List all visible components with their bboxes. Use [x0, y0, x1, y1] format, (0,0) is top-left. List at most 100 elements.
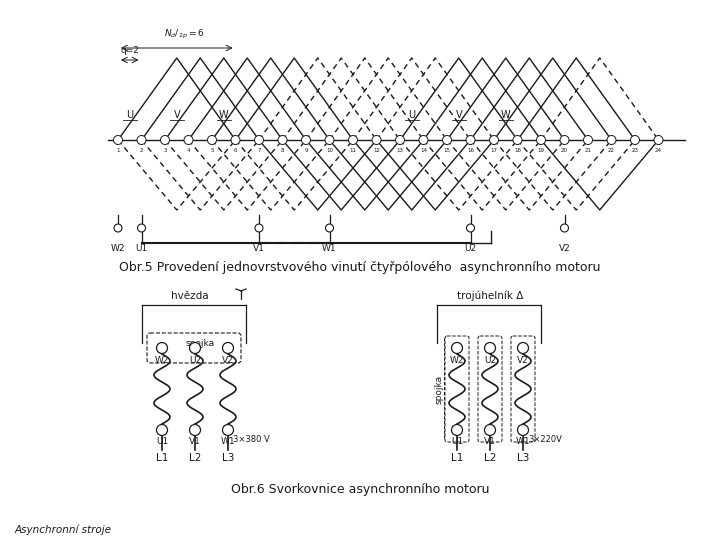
Text: V2: V2	[559, 244, 570, 253]
Text: q=2: q=2	[120, 46, 139, 55]
Text: 13: 13	[397, 148, 403, 153]
Circle shape	[222, 342, 233, 354]
Text: L2: L2	[189, 453, 201, 463]
Text: $N_d/_{2p}=6$: $N_d/_{2p}=6$	[164, 28, 205, 41]
Text: V: V	[456, 110, 462, 120]
Text: V2: V2	[222, 356, 234, 365]
Text: L1: L1	[156, 453, 168, 463]
Circle shape	[451, 342, 462, 354]
Text: 14: 14	[420, 148, 427, 153]
Text: U: U	[126, 110, 133, 120]
Circle shape	[490, 136, 498, 145]
Text: 3: 3	[163, 148, 167, 153]
Circle shape	[560, 224, 569, 232]
Circle shape	[207, 136, 217, 145]
Text: L3: L3	[517, 453, 529, 463]
Text: trojúhelník Δ: trojúhelník Δ	[456, 291, 523, 301]
Text: 5: 5	[210, 148, 214, 153]
Text: W2: W2	[111, 244, 125, 253]
Circle shape	[451, 424, 462, 435]
Text: 2: 2	[140, 148, 143, 153]
Circle shape	[419, 136, 428, 145]
Circle shape	[325, 224, 333, 232]
Text: 17: 17	[490, 148, 498, 153]
Circle shape	[302, 136, 310, 145]
Circle shape	[467, 224, 474, 232]
Text: U: U	[408, 110, 415, 120]
Text: W1: W1	[322, 244, 337, 253]
Text: Asynchronní stroje: Asynchronní stroje	[15, 525, 112, 535]
Text: 21: 21	[585, 148, 592, 153]
Text: U2: U2	[189, 356, 201, 365]
Text: V2: V2	[517, 356, 529, 365]
Circle shape	[443, 136, 451, 145]
Circle shape	[518, 424, 528, 435]
Text: 18: 18	[514, 148, 521, 153]
Circle shape	[348, 136, 358, 145]
Circle shape	[278, 136, 287, 145]
Circle shape	[395, 136, 405, 145]
Circle shape	[254, 136, 264, 145]
Text: 24: 24	[655, 148, 662, 153]
Text: W2: W2	[450, 356, 464, 365]
Text: L2: L2	[484, 453, 496, 463]
Text: 3×380 V: 3×380 V	[233, 435, 270, 444]
Circle shape	[607, 136, 616, 145]
Text: 4: 4	[186, 148, 190, 153]
Text: hvězda: hvězda	[171, 291, 209, 301]
Circle shape	[137, 136, 146, 145]
Text: V1: V1	[253, 244, 265, 253]
Circle shape	[184, 136, 193, 145]
Text: U1: U1	[135, 244, 148, 253]
Text: V1: V1	[189, 437, 201, 446]
Text: 8: 8	[281, 148, 284, 153]
Circle shape	[325, 136, 334, 145]
Text: W1: W1	[516, 437, 531, 446]
Text: U1: U1	[451, 437, 463, 446]
Circle shape	[156, 342, 168, 354]
Text: W1: W1	[221, 437, 235, 446]
Text: W: W	[219, 110, 228, 120]
Circle shape	[156, 424, 168, 435]
Circle shape	[654, 136, 663, 145]
Circle shape	[513, 136, 522, 145]
Text: 22: 22	[608, 148, 615, 153]
Circle shape	[138, 224, 145, 232]
Circle shape	[466, 136, 475, 145]
Text: 10: 10	[326, 148, 333, 153]
Text: U2: U2	[464, 244, 477, 253]
Text: 11: 11	[349, 148, 356, 153]
Text: 7: 7	[257, 148, 261, 153]
Text: U1: U1	[156, 437, 168, 446]
Circle shape	[222, 424, 233, 435]
Circle shape	[631, 136, 639, 145]
Text: Obr.5 Provedení jednovrstvového vinutí čtyřpólového  asynchronního motoru: Obr.5 Provedení jednovrstvového vinutí č…	[120, 260, 600, 273]
Text: L1: L1	[451, 453, 463, 463]
Circle shape	[372, 136, 381, 145]
Text: 19: 19	[538, 148, 544, 153]
Circle shape	[485, 342, 495, 354]
Text: L3: L3	[222, 453, 234, 463]
Text: U2: U2	[484, 356, 496, 365]
Circle shape	[583, 136, 593, 145]
Text: 15: 15	[444, 148, 451, 153]
Circle shape	[231, 136, 240, 145]
Text: W: W	[501, 110, 510, 120]
Circle shape	[485, 424, 495, 435]
Text: 12: 12	[373, 148, 380, 153]
Text: V: V	[174, 110, 180, 120]
Text: 6: 6	[234, 148, 238, 153]
Text: W2: W2	[155, 356, 169, 365]
Circle shape	[536, 136, 546, 145]
Text: 16: 16	[467, 148, 474, 153]
Text: 1: 1	[116, 148, 120, 153]
Text: 3×220V: 3×220V	[528, 435, 562, 444]
Circle shape	[560, 136, 569, 145]
Circle shape	[161, 136, 169, 145]
Text: spojka: spojka	[186, 339, 215, 348]
Text: 9: 9	[305, 148, 307, 153]
Circle shape	[518, 342, 528, 354]
Text: Obr.6 Svorkovnice asynchronního motoru: Obr.6 Svorkovnice asynchronního motoru	[230, 483, 490, 496]
Text: 20: 20	[561, 148, 568, 153]
Circle shape	[114, 136, 122, 145]
